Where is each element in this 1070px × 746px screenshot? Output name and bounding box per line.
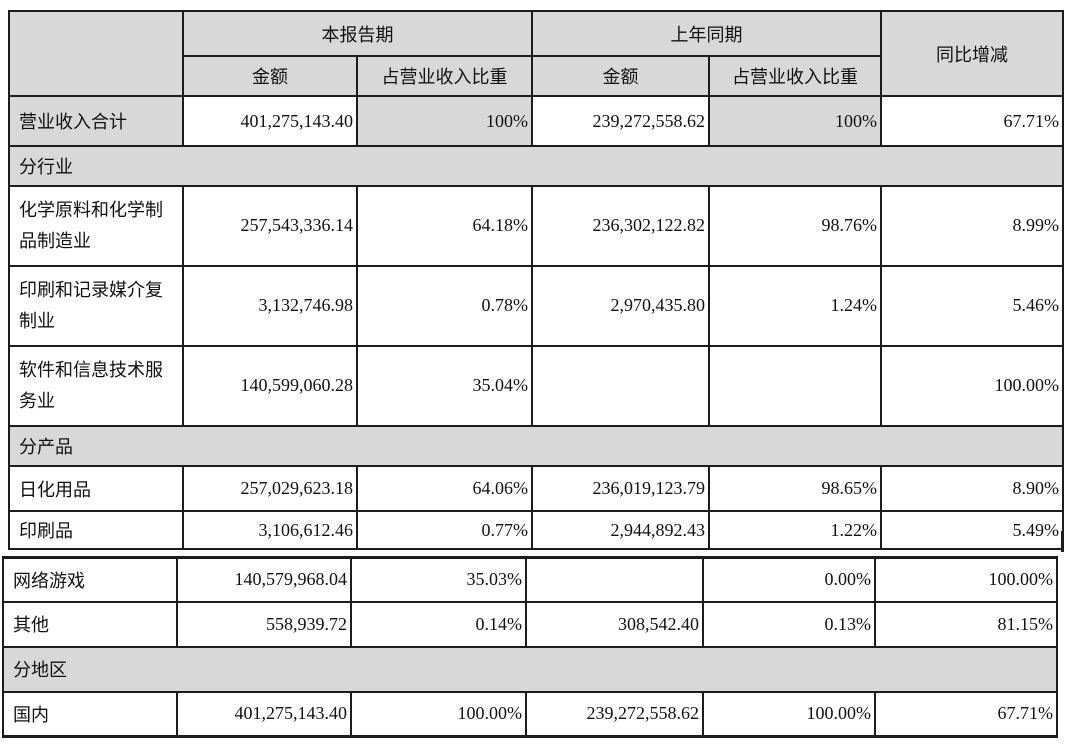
table-row-chemical-industry: 化学原料和化学制品制造业 257,543,336.14 64.18% 236,3… <box>8 185 1064 267</box>
current-share-cell: 0.77% <box>356 510 533 550</box>
section-label: 分地区 <box>2 645 1058 693</box>
yoy-cell: 67.71% <box>874 690 1058 738</box>
revenue-breakdown-table: 本报告期 上年同期 同比增减 金额 占营业收入比重 金额 占营业收入比重 营业收… <box>8 10 1064 550</box>
yoy-cell: 100.00% <box>880 345 1064 427</box>
current-share-cell: 100.00% <box>350 690 527 738</box>
prior-share-cell <box>708 345 882 427</box>
table-row-online-games: 网络游戏 140,579,968.04 35.03% 0.00% 100.00% <box>2 556 1058 603</box>
prior-share-cell: 0.00% <box>702 556 876 603</box>
yoy-cell: 8.90% <box>880 465 1064 512</box>
current-share-cell: 0.78% <box>356 265 533 347</box>
current-amount-cell: 401,275,143.40 <box>176 690 352 738</box>
col-header-prior-period: 上年同期 <box>531 10 882 57</box>
prior-share-cell: 1.22% <box>708 510 882 550</box>
current-amount-cell: 401,275,143.40 <box>182 95 358 147</box>
table-row-daily-chemical-products: 日化用品 257,029,623.18 64.06% 236,019,123.7… <box>8 465 1064 512</box>
row-label: 印刷和记录媒介复制业 <box>8 265 184 347</box>
current-share-cell: 64.06% <box>356 465 533 512</box>
section-label: 分行业 <box>8 145 1064 187</box>
col-header-current-share: 占营业收入比重 <box>356 55 533 97</box>
revenue-table-fragment-top: 本报告期 上年同期 同比增减 金额 占营业收入比重 金额 占营业收入比重 营业收… <box>8 10 1064 550</box>
yoy-cell: 5.46% <box>880 265 1064 347</box>
prior-share-cell: 100% <box>708 95 882 147</box>
row-label: 网络游戏 <box>2 556 178 603</box>
yoy-cell: 8.99% <box>880 185 1064 267</box>
row-label: 营业收入合计 <box>8 95 184 147</box>
prior-share-cell: 98.65% <box>708 465 882 512</box>
section-row-by-product: 分产品 <box>8 425 1064 467</box>
text-cursor-mark <box>1061 531 1064 552</box>
revenue-breakdown-table-continued: 网络游戏 140,579,968.04 35.03% 0.00% 100.00%… <box>2 556 1058 738</box>
prior-amount-cell: 2,944,892.43 <box>531 510 710 550</box>
col-header-yoy: 同比增减 <box>880 10 1064 97</box>
corner-header-cell <box>8 10 184 97</box>
section-label: 分产品 <box>8 425 1064 467</box>
col-header-current-amount: 金额 <box>182 55 358 97</box>
current-amount-cell: 558,939.72 <box>176 600 352 648</box>
current-amount-cell: 3,106,612.46 <box>182 510 358 550</box>
prior-amount-cell <box>531 345 710 427</box>
col-header-current-period: 本报告期 <box>182 10 533 57</box>
header-row-measures: 金额 占营业收入比重 金额 占营业收入比重 <box>9 55 1063 97</box>
current-share-cell: 35.03% <box>350 556 527 603</box>
col-header-prior-amount: 金额 <box>531 55 710 97</box>
table-row-total-revenue: 营业收入合计 401,275,143.40 100% 239,272,558.6… <box>8 95 1064 147</box>
row-label: 国内 <box>2 690 178 738</box>
prior-amount-cell: 236,019,123.79 <box>531 465 710 512</box>
prior-share-cell: 1.24% <box>708 265 882 347</box>
yoy-cell: 67.71% <box>880 95 1064 147</box>
table-row-other: 其他 558,939.72 0.14% 308,542.40 0.13% 81.… <box>2 600 1058 648</box>
prior-amount-cell: 236,302,122.82 <box>531 185 710 267</box>
yoy-cell: 100.00% <box>874 556 1058 603</box>
col-header-prior-share: 占营业收入比重 <box>708 55 882 97</box>
current-share-cell: 0.14% <box>350 600 527 648</box>
current-amount-cell: 257,543,336.14 <box>182 185 358 267</box>
current-share-cell: 64.18% <box>356 185 533 267</box>
prior-amount-cell: 239,272,558.62 <box>531 95 710 147</box>
table-row-printing-media: 印刷和记录媒介复制业 3,132,746.98 0.78% 2,970,435.… <box>8 265 1064 347</box>
prior-share-cell: 100.00% <box>702 690 876 738</box>
table-row-software-services: 软件和信息技术服务业 140,599,060.28 35.04% 100.00% <box>8 345 1064 427</box>
current-amount-cell: 3,132,746.98 <box>182 265 358 347</box>
prior-amount-cell: 239,272,558.62 <box>525 690 704 738</box>
revenue-table-fragment-bottom: 网络游戏 140,579,968.04 35.03% 0.00% 100.00%… <box>2 556 1058 738</box>
section-row-by-industry: 分行业 <box>8 145 1064 187</box>
section-row-by-region: 分地区 <box>2 645 1058 693</box>
row-label: 软件和信息技术服务业 <box>8 345 184 427</box>
prior-amount-cell <box>525 556 704 603</box>
current-amount-cell: 257,029,623.18 <box>182 465 358 512</box>
current-share-cell: 100% <box>356 95 533 147</box>
prior-share-cell: 98.76% <box>708 185 882 267</box>
current-amount-cell: 140,579,968.04 <box>176 556 352 603</box>
prior-share-cell: 0.13% <box>702 600 876 648</box>
table-row-printed-products: 印刷品 3,106,612.46 0.77% 2,944,892.43 1.22… <box>8 510 1064 550</box>
row-label: 印刷品 <box>8 510 184 550</box>
row-label: 日化用品 <box>8 465 184 512</box>
current-amount-cell: 140,599,060.28 <box>182 345 358 427</box>
current-share-cell: 35.04% <box>356 345 533 427</box>
yoy-cell: 5.49% <box>880 510 1064 550</box>
prior-amount-cell: 2,970,435.80 <box>531 265 710 347</box>
row-label: 化学原料和化学制品制造业 <box>8 185 184 267</box>
row-label: 其他 <box>2 600 178 648</box>
prior-amount-cell: 308,542.40 <box>525 600 704 648</box>
table-row-domestic: 国内 401,275,143.40 100.00% 239,272,558.62… <box>2 690 1058 738</box>
yoy-cell: 81.15% <box>874 600 1058 648</box>
header-row-periods: 本报告期 上年同期 同比增减 <box>8 10 1064 97</box>
